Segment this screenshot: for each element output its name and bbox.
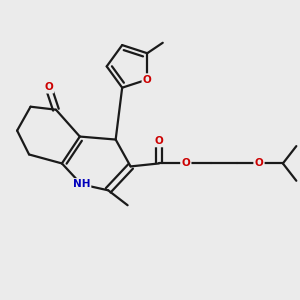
Text: NH: NH <box>73 179 90 189</box>
Text: O: O <box>255 158 263 168</box>
Text: O: O <box>154 136 163 146</box>
Text: O: O <box>44 82 53 92</box>
Text: O: O <box>182 158 190 168</box>
Text: O: O <box>143 75 152 85</box>
